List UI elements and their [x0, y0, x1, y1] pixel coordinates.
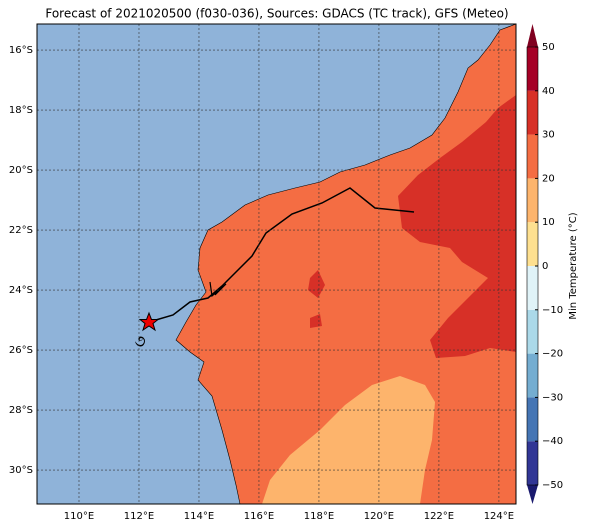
colorbar-segment	[527, 90, 538, 135]
map-frame	[36, 23, 517, 505]
colorbar-segment	[527, 266, 538, 310]
lon-label: 116°E	[244, 511, 274, 522]
lon-label: 110°E	[64, 511, 94, 522]
lon-label: 124°E	[484, 511, 514, 522]
colorbar-segment	[527, 397, 538, 442]
colorbar-tick-label: 10	[542, 217, 555, 228]
colorbar-tick-label: −10	[542, 305, 563, 316]
lat-label: 18°S	[9, 105, 33, 116]
colorbar-tick-label: −20	[542, 349, 563, 360]
map-title: Forecast of 2021020500 (f030-036), Sourc…	[45, 7, 508, 21]
colorbar-segment	[527, 222, 538, 266]
land	[175, 23, 517, 505]
colorbar-tick-label: −30	[542, 392, 563, 403]
map-area: ૭	[36, 23, 517, 505]
colorbar-segment	[527, 441, 538, 485]
warm-region	[398, 95, 516, 358]
colorbar-extend-under	[527, 485, 538, 504]
colorbar-tick-label: 30	[542, 130, 555, 141]
lon-label: 114°E	[184, 511, 214, 522]
mild-region	[262, 376, 435, 504]
lat-label: 16°S	[9, 45, 33, 56]
lat-label: 24°S	[9, 285, 33, 296]
lon-label: 120°E	[364, 511, 394, 522]
colorbar-segment	[527, 134, 538, 179]
lat-label: 20°S	[9, 165, 33, 176]
colorbar-extend-over	[527, 24, 538, 47]
colorbar: 50 40 30 20 10 0 −10 −20 −30 −40 −50	[526, 24, 563, 504]
cyclone-symbol: ૭	[134, 332, 145, 351]
storm-position	[138, 311, 160, 332]
storm-track	[148, 187, 415, 323]
colorbar-tick-label: 0	[542, 261, 548, 272]
lat-label: 26°S	[9, 345, 33, 356]
colorbar-tick-label: −40	[542, 436, 563, 447]
lat-label: 22°S	[9, 225, 33, 236]
colorbar-segment	[527, 309, 538, 354]
colorbar-segment	[527, 47, 538, 91]
colorbar-tick-label: 40	[542, 86, 555, 97]
lat-label: 28°S	[9, 405, 33, 416]
colorbar-label: Min Temperature (°C)	[568, 212, 579, 319]
colorbar-tick-label: 50	[542, 42, 555, 53]
colorbar-segment	[527, 353, 538, 398]
colorbar-segment	[527, 178, 538, 223]
lon-label: 122°E	[424, 511, 454, 522]
lon-label: 118°E	[304, 511, 334, 522]
lon-label: 112°E	[124, 511, 154, 522]
colorbar-tick-label: −50	[542, 480, 563, 491]
colorbar-tick-label: 20	[542, 173, 555, 184]
warm-spot	[308, 270, 325, 298]
lat-label: 30°S	[9, 465, 33, 476]
